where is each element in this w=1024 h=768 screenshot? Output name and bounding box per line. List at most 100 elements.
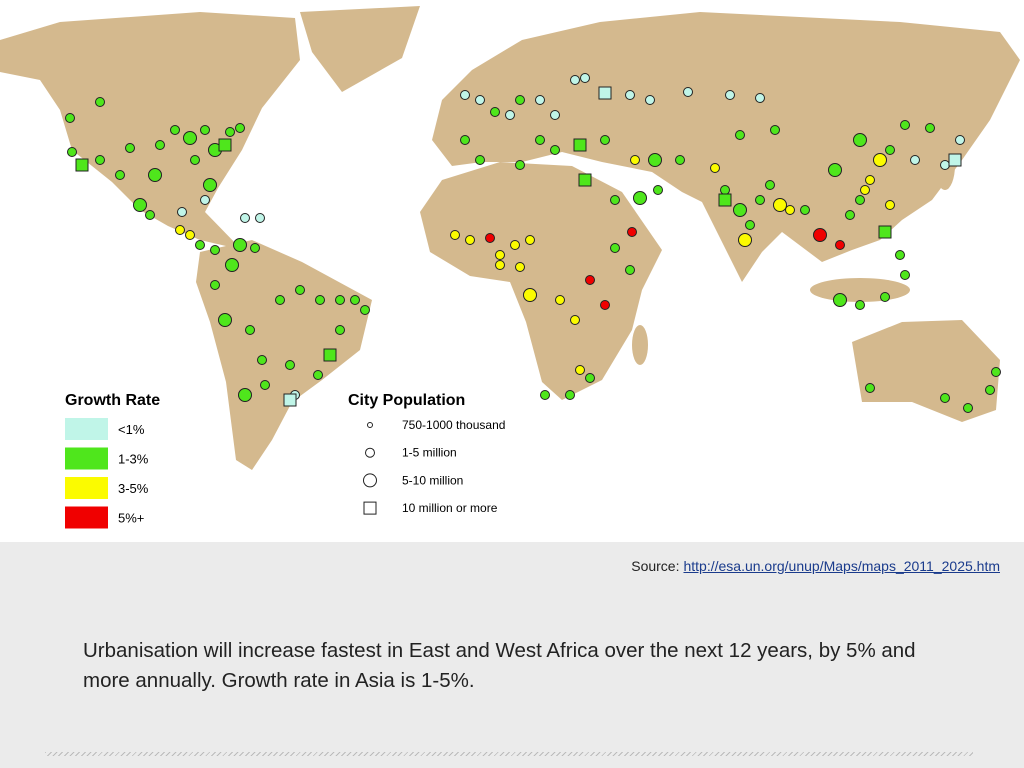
city-marker	[865, 175, 875, 185]
city-marker	[495, 250, 505, 260]
city-marker	[735, 130, 745, 140]
city-marker	[585, 373, 595, 383]
city-marker	[285, 360, 295, 370]
city-marker	[238, 388, 252, 402]
city-marker	[535, 95, 545, 105]
city-marker	[323, 348, 337, 362]
growth-label: 5%+	[118, 511, 144, 526]
city-marker	[565, 390, 575, 400]
city-marker	[765, 180, 775, 190]
city-marker	[955, 135, 965, 145]
city-marker	[773, 198, 787, 212]
city-marker	[450, 230, 460, 240]
city-marker	[770, 125, 780, 135]
city-marker	[985, 385, 995, 395]
population-legend-title: City Population	[348, 392, 465, 409]
growth-legend-title: Growth Rate	[65, 392, 160, 409]
city-marker	[550, 110, 560, 120]
city-marker	[598, 86, 612, 100]
city-marker	[853, 133, 867, 147]
city-marker	[600, 135, 610, 145]
city-marker	[535, 135, 545, 145]
city-marker	[218, 138, 232, 152]
city-marker	[865, 383, 875, 393]
city-marker	[170, 125, 180, 135]
growth-label: <1%	[118, 422, 145, 437]
city-marker	[895, 250, 905, 260]
city-marker	[725, 90, 735, 100]
population-label: 750-1000 thousand	[402, 418, 505, 432]
city-marker	[65, 113, 75, 123]
city-marker	[845, 210, 855, 220]
city-marker	[800, 205, 810, 215]
city-marker	[350, 295, 360, 305]
city-marker	[495, 260, 505, 270]
growth-label: 1-3%	[118, 452, 149, 467]
population-label: 5-10 million	[402, 473, 463, 487]
city-marker	[878, 225, 892, 239]
city-marker	[835, 240, 845, 250]
city-marker	[940, 393, 950, 403]
city-marker	[335, 295, 345, 305]
city-marker	[855, 195, 865, 205]
city-marker	[610, 243, 620, 253]
city-marker	[645, 95, 655, 105]
city-marker	[255, 213, 265, 223]
population-label: 1-5 million	[402, 446, 457, 460]
source: Source: http://esa.un.org/unup/Maps/maps_…	[631, 558, 1000, 574]
city-marker	[313, 370, 323, 380]
source-link[interactable]: http://esa.un.org/unup/Maps/maps_2011_20…	[683, 558, 1000, 574]
population-label: 10 million or more	[402, 501, 498, 515]
city-marker	[550, 145, 560, 155]
city-marker	[991, 367, 1001, 377]
city-marker	[633, 191, 647, 205]
indonesia	[810, 278, 910, 302]
city-marker	[148, 168, 162, 182]
growth-legend: <1% 1-3% 3-5% 5%+	[65, 418, 149, 529]
city-marker	[95, 155, 105, 165]
population-symbol	[363, 473, 377, 488]
city-marker	[183, 131, 197, 145]
city-marker	[570, 315, 580, 325]
cities	[65, 73, 1001, 413]
city-marker	[515, 160, 525, 170]
city-marker	[515, 95, 525, 105]
city-marker	[315, 295, 325, 305]
city-marker	[648, 153, 662, 167]
city-marker	[833, 293, 847, 307]
city-marker	[925, 123, 935, 133]
city-marker	[260, 380, 270, 390]
city-marker	[710, 163, 720, 173]
north-america	[0, 12, 300, 248]
city-marker	[885, 145, 895, 155]
city-marker	[490, 107, 500, 117]
city-marker	[133, 198, 147, 212]
city-marker	[283, 393, 297, 407]
city-marker	[963, 403, 973, 413]
city-marker	[257, 355, 267, 365]
city-marker	[225, 127, 235, 137]
city-marker	[828, 163, 842, 177]
city-marker	[210, 245, 220, 255]
text-panel: Source: http://esa.un.org/unup/Maps/maps_…	[0, 542, 1024, 768]
city-marker	[755, 195, 765, 205]
city-marker	[485, 233, 495, 243]
city-marker	[510, 240, 520, 250]
city-marker	[745, 220, 755, 230]
africa	[420, 162, 662, 400]
city-marker	[145, 210, 155, 220]
city-marker	[475, 95, 485, 105]
city-marker	[203, 178, 217, 192]
city-marker	[460, 135, 470, 145]
city-marker	[185, 230, 195, 240]
city-marker	[240, 213, 250, 223]
city-marker	[115, 170, 125, 180]
divider	[45, 752, 973, 756]
city-marker	[465, 235, 475, 245]
city-marker	[175, 225, 185, 235]
city-marker	[855, 300, 865, 310]
city-marker	[505, 110, 515, 120]
city-marker	[460, 90, 470, 100]
city-marker	[218, 313, 232, 327]
population-legend: 750-1000 thousand 1-5 million 5-10 million…	[363, 418, 505, 515]
